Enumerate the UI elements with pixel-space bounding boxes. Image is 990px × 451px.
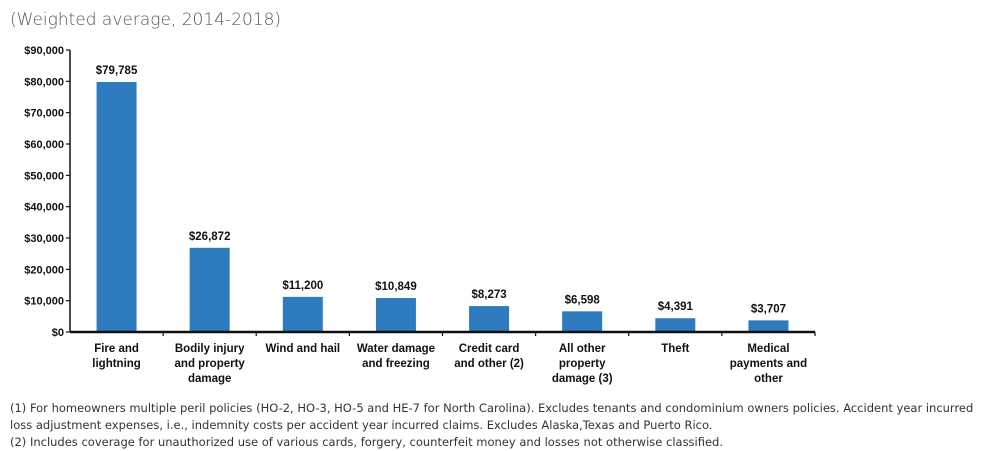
y-tick-label: $30,000 bbox=[24, 233, 64, 245]
bar-chart: $0 $10,000 $20,000 $30,000 $40,000 $50,000 $60… bbox=[24, 45, 816, 385]
footnotes: (1) For homeowners multiple peril polici… bbox=[10, 400, 990, 451]
footnote-1-continued: loss adjustment expenses, i.e., indemnit… bbox=[10, 418, 713, 432]
bar bbox=[655, 318, 696, 332]
y-tick-label: $20,000 bbox=[24, 264, 64, 276]
x-tick-label-line: Credit card bbox=[459, 343, 520, 355]
data-label: $8,273 bbox=[471, 289, 506, 301]
y-tick-label: $90,000 bbox=[24, 45, 64, 57]
y-tick-label: $80,000 bbox=[24, 76, 64, 88]
x-tick-label: Credit card and other (2) bbox=[454, 343, 524, 370]
x-tick-label: Theft bbox=[661, 343, 689, 355]
y-tick-label: $10,000 bbox=[24, 296, 64, 308]
x-tick-label-line: Wind and hail bbox=[265, 343, 340, 355]
bar bbox=[469, 306, 510, 332]
x-tick-label: Fire and lightning bbox=[92, 343, 141, 370]
data-label: $3,707 bbox=[751, 303, 786, 315]
x-tick-label-line: Water damage bbox=[357, 343, 435, 355]
data-label: $11,200 bbox=[282, 280, 323, 292]
y-axis: $0 $10,000 $20,000 $30,000 $40,000 $50,000 $60… bbox=[24, 45, 71, 339]
x-tick-label-line: payments and bbox=[730, 358, 807, 370]
x-tick-label: All other property damage (3) bbox=[552, 343, 613, 385]
bar bbox=[562, 311, 603, 332]
x-tick-label-line: property bbox=[559, 358, 606, 370]
x-tick-label: Medical payments and other bbox=[730, 343, 807, 385]
x-tick-label-line: and other (2) bbox=[454, 358, 524, 370]
data-label: $10,849 bbox=[375, 281, 417, 293]
y-tick-label: $70,000 bbox=[24, 108, 64, 120]
x-tick-label-line: Theft bbox=[661, 343, 689, 355]
bar bbox=[189, 247, 230, 332]
data-label: $26,872 bbox=[189, 231, 231, 243]
x-tick-label-line: damage bbox=[188, 373, 231, 385]
x-tick-label-line: Medical bbox=[747, 343, 789, 355]
x-tick-label-line: and property bbox=[175, 358, 246, 370]
bar bbox=[282, 296, 323, 332]
x-tick-label-line: and freezing bbox=[362, 358, 430, 370]
x-tick-label: Wind and hail bbox=[265, 343, 340, 355]
data-label: $79,785 bbox=[96, 65, 138, 77]
bar bbox=[96, 82, 137, 332]
x-tick-label-line: lightning bbox=[92, 358, 141, 370]
x-tick-label-line: Bodily injury bbox=[175, 343, 245, 355]
x-tick-label-line: other bbox=[754, 373, 783, 385]
bar bbox=[375, 298, 416, 332]
x-tick-label: Water damage and freezing bbox=[357, 343, 435, 370]
y-tick-label: $40,000 bbox=[24, 202, 64, 214]
data-label: $4,391 bbox=[658, 301, 694, 313]
bar bbox=[748, 320, 789, 332]
x-tick-label-line: Fire and bbox=[94, 343, 139, 355]
footnote-2: (2) Includes coverage for unauthorized u… bbox=[10, 435, 724, 449]
y-tick-label: $60,000 bbox=[24, 139, 64, 151]
bars: $79,785 $26,872 $11,200 $10,849 $8,273 $6,598… bbox=[96, 65, 789, 332]
x-tick-label-line: All other bbox=[559, 343, 606, 355]
x-tick-label-line: damage (3) bbox=[552, 373, 613, 385]
y-tick-label: $0 bbox=[52, 327, 64, 339]
y-tick-label: $50,000 bbox=[24, 170, 64, 182]
x-axis: Fire and lightning Bodily injury and proper… bbox=[70, 330, 816, 385]
footnote-1: (1) For homeowners multiple peril polici… bbox=[10, 401, 974, 415]
chart-subtitle: (Weighted average, 2014-2018) bbox=[10, 10, 282, 30]
x-tick-label: Bodily injury and property damage bbox=[175, 343, 246, 385]
data-label: $6,598 bbox=[565, 294, 601, 306]
